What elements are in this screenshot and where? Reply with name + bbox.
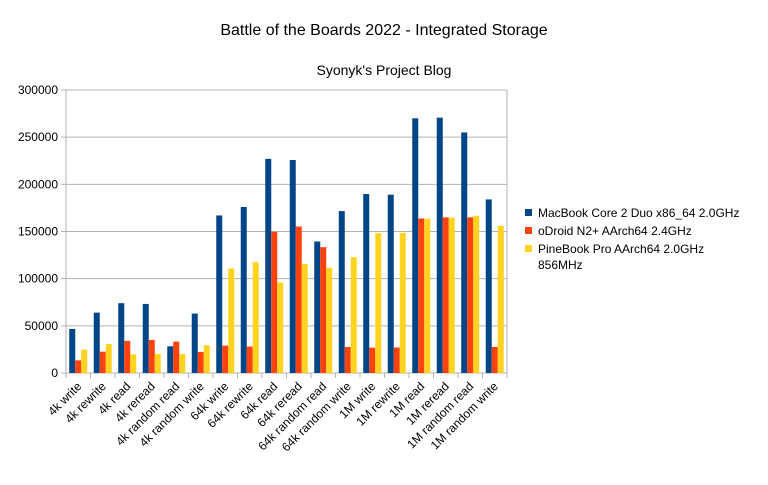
bar bbox=[154, 353, 161, 373]
legend-label: MacBook Core 2 Duo x86_64 2.0GHz bbox=[538, 206, 739, 220]
bar bbox=[179, 353, 186, 373]
bar bbox=[265, 158, 272, 373]
bar bbox=[424, 218, 431, 373]
y-tick-label: 0 bbox=[51, 366, 58, 380]
bar bbox=[436, 117, 443, 373]
bar bbox=[369, 347, 376, 373]
bar bbox=[350, 257, 357, 373]
bar bbox=[191, 313, 198, 373]
bar bbox=[326, 267, 333, 373]
bar bbox=[448, 217, 455, 373]
y-tick-label: 250000 bbox=[18, 130, 58, 144]
bar bbox=[252, 262, 259, 373]
bar bbox=[320, 247, 327, 373]
bar bbox=[485, 199, 492, 373]
bar bbox=[75, 360, 82, 373]
bar bbox=[393, 347, 400, 373]
bar bbox=[228, 268, 235, 373]
bar bbox=[130, 354, 137, 373]
gridlines bbox=[61, 89, 507, 374]
legend: MacBook Core 2 Duo x86_64 2.0GHz oDroid N… bbox=[525, 206, 739, 272]
y-tick-label: 200000 bbox=[18, 177, 58, 191]
bar bbox=[69, 328, 76, 373]
chart-subtitle: Syonyk's Project Blog bbox=[317, 62, 452, 78]
bar bbox=[289, 159, 296, 373]
y-tick-label: 100000 bbox=[18, 272, 58, 286]
bar bbox=[105, 343, 112, 373]
y-tick-label: 150000 bbox=[18, 225, 58, 239]
legend-swatch bbox=[525, 209, 532, 216]
bar bbox=[338, 211, 345, 373]
bar bbox=[375, 233, 382, 373]
bar bbox=[222, 345, 229, 373]
bar bbox=[467, 217, 474, 373]
bar bbox=[461, 132, 468, 373]
bar bbox=[99, 351, 106, 373]
bar bbox=[246, 346, 253, 373]
bar bbox=[314, 241, 321, 373]
legend-swatch bbox=[525, 245, 532, 252]
bar bbox=[93, 312, 100, 373]
bar bbox=[203, 345, 210, 373]
chart-title: Battle of the Boards 2022 - Integrated S… bbox=[220, 22, 547, 39]
bar bbox=[81, 349, 88, 373]
bar bbox=[418, 218, 425, 373]
bar bbox=[399, 232, 406, 373]
bar bbox=[148, 339, 155, 373]
legend-label: 856MHz bbox=[538, 258, 583, 272]
bar bbox=[491, 346, 498, 373]
bar bbox=[142, 303, 149, 373]
bar bbox=[412, 118, 419, 373]
legend-label: oDroid N2+ AArch64 2.4GHz bbox=[538, 224, 692, 238]
bar bbox=[124, 340, 131, 373]
bar bbox=[295, 226, 302, 373]
bar bbox=[173, 341, 180, 373]
bar bbox=[497, 225, 504, 373]
bar bbox=[118, 303, 125, 373]
bar bbox=[363, 194, 370, 373]
bar bbox=[301, 263, 308, 373]
bar bbox=[240, 206, 247, 373]
y-tick-label: 300000 bbox=[18, 83, 58, 97]
bar bbox=[167, 346, 174, 373]
bar bbox=[277, 282, 284, 373]
legend-label: PineBook Pro AArch64 2.0GHz bbox=[538, 242, 704, 256]
bar bbox=[387, 194, 394, 373]
bar bbox=[216, 215, 223, 373]
legend-swatch bbox=[525, 227, 532, 234]
bar bbox=[473, 215, 480, 373]
bar bbox=[271, 231, 278, 373]
y-tick-label: 50000 bbox=[25, 319, 59, 333]
bar bbox=[442, 217, 449, 373]
bars bbox=[69, 117, 504, 373]
bar bbox=[197, 351, 204, 373]
bar bbox=[344, 346, 351, 373]
